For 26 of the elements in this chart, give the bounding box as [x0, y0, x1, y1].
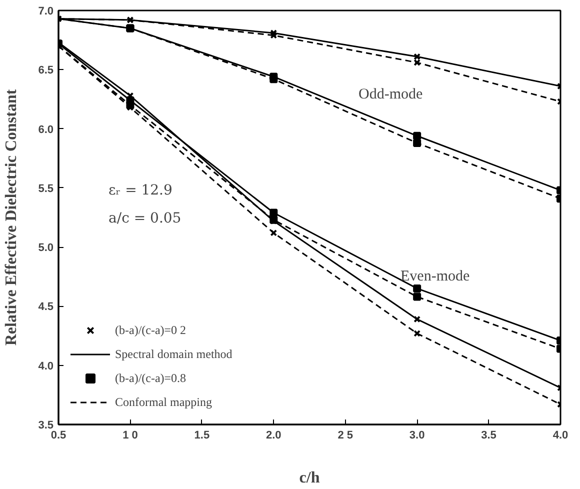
annotation: Odd-mode [358, 86, 423, 102]
x-tick-label: 1 0 [122, 430, 138, 442]
legend-label: Spectral domain method [115, 346, 232, 362]
legend-label: (b-a)/(c-a)=0 2 [115, 322, 186, 338]
x-tick-label: 1.5 [194, 430, 210, 442]
y-tick-label: 4.5 [38, 301, 54, 314]
y-tick-label: 6.5 [38, 64, 54, 77]
x-tick-label: 0.5 [50, 430, 66, 442]
annotation: Even-mode [400, 268, 470, 284]
y-tick-label: 5.5 [38, 182, 54, 195]
x-axis-title: c/h [299, 470, 320, 486]
y-tick-label: 3.5 [38, 420, 54, 432]
x-tick-label: 3.0 [409, 430, 425, 442]
legend-label: (b-a)/(c-a)=0.8 [115, 370, 186, 386]
y-tick-label: 5.0 [38, 242, 54, 254]
x-tick-label: 2 5 [338, 430, 354, 442]
x-tick-label: 2.0 [266, 430, 282, 442]
y-axis-title: Relative Effective Dielectric Constant [3, 88, 20, 346]
legend-label: Conformal mapping [115, 394, 212, 410]
y-tick-label: 6.0 [38, 124, 54, 136]
x-tick-label: 4.0 [552, 430, 568, 442]
annotation: εᵣ = 12.9 [108, 182, 172, 198]
y-tick-label: 4.0 [38, 360, 54, 372]
x-tick-label: 3.5 [481, 430, 496, 442]
y-tick-label: 7.0 [38, 6, 54, 18]
annotation: a/c = 0.05 [108, 210, 182, 226]
